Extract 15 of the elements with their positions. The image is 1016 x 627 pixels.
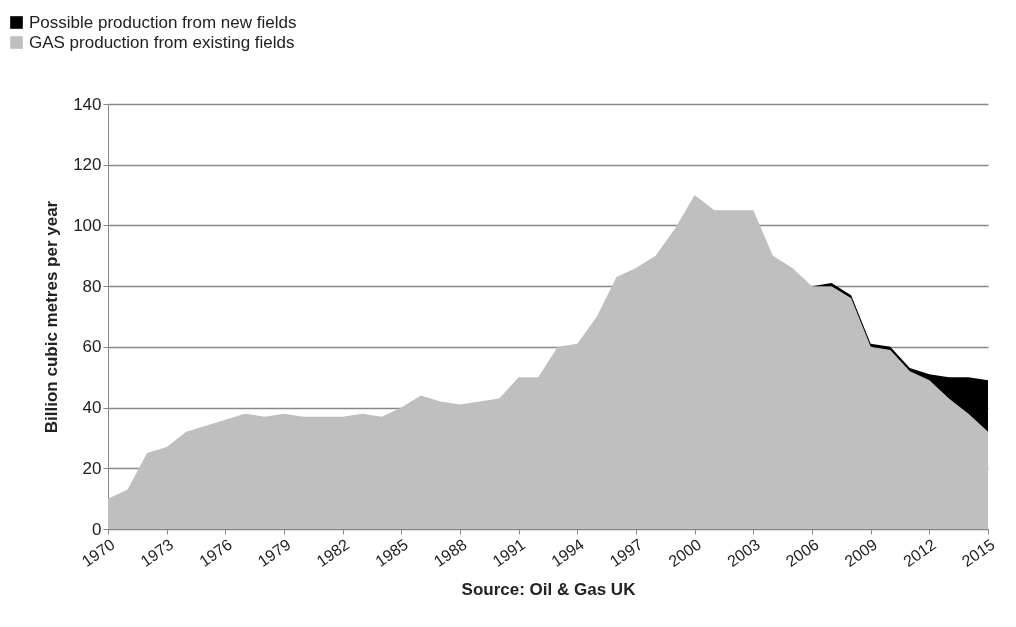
y-tick-label: 40 [82,398,102,418]
source-note: Source: Oil & Gas UK [461,580,637,600]
legend-label: Possible production from new fields [29,12,297,32]
x-tick-label: 1979 [254,535,294,571]
y-tick-label: 80 [82,276,102,296]
y-tick-label: 60 [82,337,102,357]
y-tick-label: 20 [82,458,102,478]
x-tick-label: 1991 [489,535,529,571]
x-tick-label: 2009 [841,535,881,571]
y-tick-label: 140 [73,94,102,114]
y-tick-label: 120 [73,155,102,175]
y-tick-label: 100 [73,215,102,235]
y-axis-title: Billion cubic metres per year [42,200,62,434]
legend-label: GAS production from existing fields [29,32,295,52]
y-tick-label: 0 [92,519,102,539]
